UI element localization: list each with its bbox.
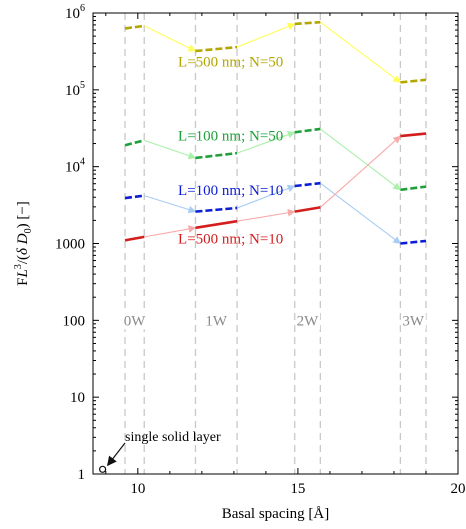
region-label-background (122, 313, 148, 330)
series-connector-arrow (144, 225, 197, 238)
x-tick-label: 15 (290, 481, 305, 497)
y-tick-label-base: 10 (65, 160, 80, 176)
series-label: L=100 nm; N=50 (178, 128, 283, 144)
region-label-0w: 0W (124, 313, 147, 329)
water-region-labels: 0W 1W 2W 3W (122, 313, 426, 330)
region-label-background (401, 313, 426, 330)
y-axis-label-part: L (15, 269, 31, 278)
series-connector-arrow (236, 22, 296, 48)
region-label-1w: 1W (205, 313, 228, 329)
series-segment (124, 194, 145, 200)
series-segment (400, 239, 427, 245)
series-connector-arrow (319, 21, 401, 83)
series-segment (294, 20, 321, 26)
y-tick-label: 105 (65, 80, 85, 99)
series-label: L=500 nm; N=50 (178, 55, 283, 71)
y-axis-label-part: F (15, 277, 31, 285)
y-axis-label-part: 3 (13, 264, 24, 269)
x-axis-label: Basal spacing [Å] (222, 506, 329, 522)
y-axis-label-part: /( (15, 255, 31, 264)
series-connector-arrow (144, 139, 197, 160)
series-segment (400, 185, 427, 192)
series-connector-arrow (144, 195, 197, 214)
region-label-3w: 3W (402, 313, 425, 329)
y-tick-label-base: 10 (70, 390, 85, 406)
series-segment (124, 24, 145, 30)
y-axis-label-part: 0 (23, 228, 34, 233)
series-connector-arrow (236, 208, 296, 222)
series-connector-arrow (319, 182, 401, 244)
x-tick-label: 20 (451, 481, 466, 497)
series-segment (400, 132, 427, 138)
series-segment (294, 206, 321, 213)
y-tick-label: 106 (65, 3, 85, 22)
y-tick-label: 1 (78, 467, 86, 483)
series-lines (124, 20, 427, 245)
series-segment (124, 139, 145, 147)
series-connector-arrow (319, 135, 401, 208)
series-segment (294, 181, 321, 188)
series-segment (400, 78, 427, 84)
y-tick-label-base: 10 (65, 83, 80, 99)
series-segment (294, 127, 321, 134)
y-tick-label-exponent: 5 (80, 80, 85, 91)
y-axis-label-part: D (15, 233, 31, 248)
y-tick-label-base: 1000 (55, 237, 85, 253)
y-tick-label: 104 (65, 157, 85, 176)
y-tick-label-exponent: 6 (80, 3, 85, 14)
series-labels: L=500 nm; N=50 L=100 nm; N=50 L=100 nm; N=… (178, 55, 283, 248)
series-segment (124, 235, 145, 242)
series-segment (195, 219, 238, 230)
y-tick-label: 1000 (55, 237, 85, 253)
region-label-background (204, 313, 229, 330)
single-layer-arrow (107, 442, 126, 467)
single-layer-label: single solid layer (125, 430, 221, 445)
y-tick-label: 100 (63, 313, 86, 329)
series-segment (195, 151, 238, 160)
y-tick-label: 10 (70, 390, 85, 406)
region-label-background (295, 313, 321, 330)
series-connector-arrow (319, 128, 401, 191)
y-axis-label-part: ) [−] (15, 201, 31, 228)
single-layer-point (99, 465, 107, 473)
single-layer-marker: single solid layer (99, 430, 221, 473)
y-axis-label: FL3/(δ D0) [−] (13, 201, 34, 286)
series-segment (195, 206, 238, 213)
y-tick-label-base: 1 (78, 467, 86, 483)
water-region-lines (124, 13, 427, 474)
series-label: L=500 nm; N=10 (178, 232, 283, 248)
series-label: L=100 nm; N=10 (178, 183, 283, 199)
series-connector-arrow (236, 131, 296, 154)
y-tick-label-base: 100 (63, 313, 86, 329)
series-connector-arrow (236, 184, 296, 209)
series-segment (195, 45, 238, 53)
y-tick-label-exponent: 4 (80, 157, 85, 168)
y-tick-label-base: 10 (65, 6, 80, 22)
region-label-2w: 2W (297, 313, 320, 329)
series-connector-arrow (143, 25, 197, 52)
series-connectors (143, 21, 401, 244)
x-tick-label: 10 (130, 481, 145, 497)
y-axis-label-part: δ (15, 247, 31, 255)
